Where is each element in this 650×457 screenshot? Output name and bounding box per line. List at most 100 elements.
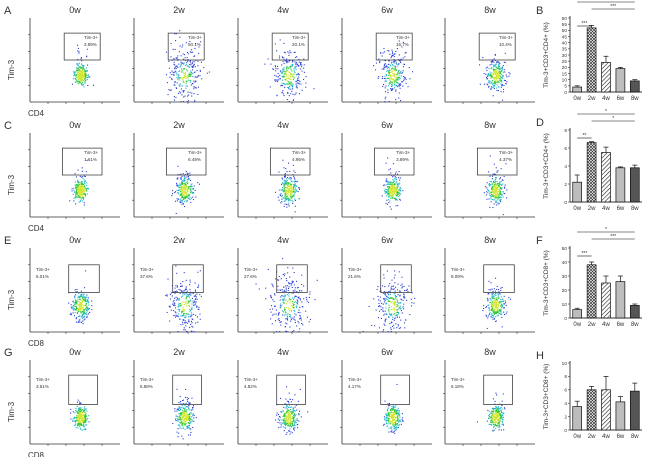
event-dot	[379, 296, 381, 298]
event-dot	[288, 66, 290, 68]
event-dot	[289, 82, 291, 84]
event-dot	[493, 78, 495, 80]
event-dot	[77, 414, 79, 416]
event-dot	[282, 75, 284, 77]
event-dot	[173, 99, 175, 101]
event-dot	[181, 191, 183, 193]
event-dot	[388, 50, 390, 52]
event-dot	[508, 297, 510, 299]
event-dot	[398, 183, 400, 185]
event-dot	[294, 394, 296, 396]
event-dot	[180, 315, 182, 317]
event-dot	[195, 301, 197, 303]
event-dot	[79, 419, 81, 421]
event-dot	[84, 194, 86, 196]
event-dot	[186, 296, 188, 298]
event-dot	[292, 195, 294, 197]
event-dot	[295, 404, 297, 406]
event-dot	[388, 74, 390, 76]
event-dot	[191, 419, 193, 421]
event-dot	[277, 65, 279, 67]
event-dot	[490, 310, 492, 312]
event-dot	[394, 274, 396, 276]
event-dot	[182, 194, 184, 196]
event-dot	[187, 302, 189, 304]
event-dot	[279, 289, 281, 291]
event-dot	[394, 303, 396, 305]
event-dot	[502, 298, 504, 300]
event-dot	[486, 187, 488, 189]
event-dot	[171, 78, 173, 80]
event-dot	[181, 290, 183, 292]
event-dot	[282, 159, 284, 161]
event-dot	[485, 315, 487, 317]
event-dot	[391, 81, 393, 83]
event-dot	[288, 82, 290, 84]
event-dot	[189, 41, 191, 43]
event-dot	[79, 200, 81, 202]
event-dot	[487, 78, 489, 80]
gate-box	[271, 32, 309, 61]
event-dot	[392, 431, 394, 433]
event-dot	[391, 68, 393, 70]
event-dot	[199, 294, 201, 296]
event-dot	[395, 306, 397, 308]
event-dot	[184, 428, 186, 430]
event-dot	[297, 286, 299, 288]
event-dot	[398, 410, 400, 412]
event-dot	[181, 200, 183, 202]
event-dot	[282, 426, 284, 428]
event-dot	[288, 59, 290, 61]
event-dot	[179, 70, 181, 72]
event-dot	[494, 71, 496, 73]
event-dot	[288, 189, 290, 191]
event-dot	[194, 295, 196, 297]
event-dot	[395, 181, 397, 183]
event-dot	[383, 65, 385, 67]
event-dot	[390, 188, 392, 190]
event-dot	[400, 75, 402, 77]
event-dot	[190, 188, 192, 190]
event-dot	[389, 314, 391, 316]
event-dot	[78, 412, 80, 414]
event-dot	[488, 86, 490, 88]
event-dot	[281, 84, 283, 86]
event-dot	[291, 190, 293, 192]
event-dot	[285, 330, 287, 332]
event-dot	[279, 307, 281, 309]
event-dot	[496, 300, 498, 302]
event-dot	[286, 181, 288, 183]
event-dot	[394, 80, 396, 82]
event-dot	[186, 186, 188, 188]
event-dot	[82, 189, 84, 191]
event-dot	[188, 100, 190, 102]
event-dot	[388, 71, 390, 73]
event-dot	[181, 180, 183, 182]
event-dot	[395, 99, 397, 101]
event-dot	[185, 315, 187, 317]
event-dot	[190, 431, 192, 433]
event-dot	[500, 83, 502, 85]
event-dot	[387, 300, 389, 302]
event-dot	[291, 423, 293, 425]
event-dot	[277, 289, 279, 291]
event-dot	[289, 83, 291, 85]
event-dot	[81, 421, 83, 423]
event-dot	[184, 180, 186, 182]
event-dot	[174, 304, 176, 306]
event-dot	[184, 188, 186, 190]
event-dot	[83, 309, 85, 311]
event-dot	[495, 305, 497, 307]
event-dot	[386, 419, 388, 421]
event-dot	[76, 68, 78, 70]
event-dot	[177, 184, 179, 186]
event-dot	[183, 96, 185, 98]
event-dot	[404, 289, 406, 291]
event-dot	[73, 187, 75, 189]
event-dot	[78, 66, 80, 68]
event-dot	[282, 410, 284, 412]
event-dot	[190, 71, 192, 73]
event-dot	[175, 312, 177, 314]
event-dot	[294, 67, 296, 69]
event-dot	[77, 301, 79, 303]
